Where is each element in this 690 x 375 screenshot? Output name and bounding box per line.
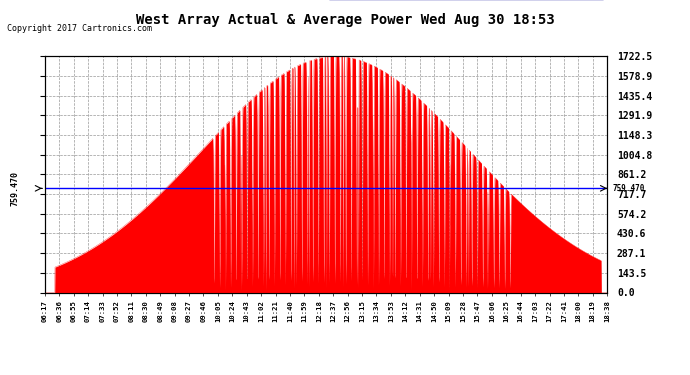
Text: West Array Actual & Average Power Wed Aug 30 18:53: West Array Actual & Average Power Wed Au… [136,13,554,27]
Text: 759.470: 759.470 [10,171,19,206]
Text: 759.470: 759.470 [613,184,645,193]
Text: Copyright 2017 Cartronics.com: Copyright 2017 Cartronics.com [7,24,152,33]
